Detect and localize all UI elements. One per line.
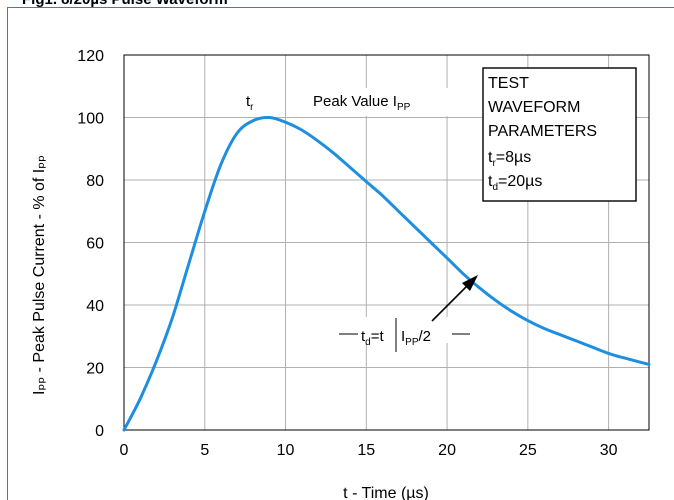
x-tick-label: 0 — [120, 442, 129, 459]
x-tick-label: 15 — [357, 442, 375, 459]
parameters-line-3: PARAMETERS — [488, 123, 597, 140]
td-label-bg — [356, 317, 453, 343]
y-tick-label: 80 — [86, 173, 104, 190]
x-axis-label: t - Time (µs) — [343, 485, 429, 500]
y-tick-label: 0 — [95, 423, 104, 440]
y-axis-label: Iₚₚ - Peak Pulse Current - % of Iₚₚ — [31, 155, 48, 395]
y-tick-label: 60 — [86, 236, 104, 253]
x-tick-labels: 0 5 10 15 20 25 30 — [120, 442, 618, 459]
x-tick-label: 20 — [438, 442, 456, 459]
parameters-tr: tr=8µs — [488, 149, 531, 169]
figure-title: Fig1. 8/20µs Pulse Waveform — [22, 0, 228, 8]
parameters-td: td=20µs — [488, 173, 542, 193]
peak-label-bg — [306, 88, 456, 116]
tr-annotation: tr — [246, 93, 254, 113]
td-arrow-head — [462, 275, 478, 291]
waveform-series-line — [122, 115, 651, 432]
y-tick-label: 120 — [77, 48, 104, 65]
figure-frame — [7, 7, 674, 500]
td-annotation: td=t — [361, 328, 384, 348]
x-tick-label: 25 — [519, 442, 537, 459]
x-tick-label: 10 — [277, 442, 295, 459]
x-tick-label: 30 — [600, 442, 618, 459]
test-parameters-box — [482, 67, 637, 202]
parameters-line-2: WAVEFORM — [488, 99, 580, 116]
plot-area — [123, 54, 650, 431]
parameters-line-1: TEST — [488, 75, 529, 92]
x-tick-label: 5 — [200, 442, 209, 459]
y-tick-label: 20 — [86, 361, 104, 378]
y-tick-label: 100 — [77, 111, 104, 128]
peak-value-annotation: Peak Value IPP — [313, 93, 411, 113]
y-tick-label: 40 — [86, 298, 104, 315]
tr-label-bg — [232, 88, 268, 116]
grid — [123, 54, 649, 431]
y-tick-labels: 0 20 40 60 80 100 120 — [77, 48, 104, 440]
td-arrow-shaft — [431, 282, 471, 322]
td-ipp-annotation: IPP/2 — [401, 328, 431, 348]
